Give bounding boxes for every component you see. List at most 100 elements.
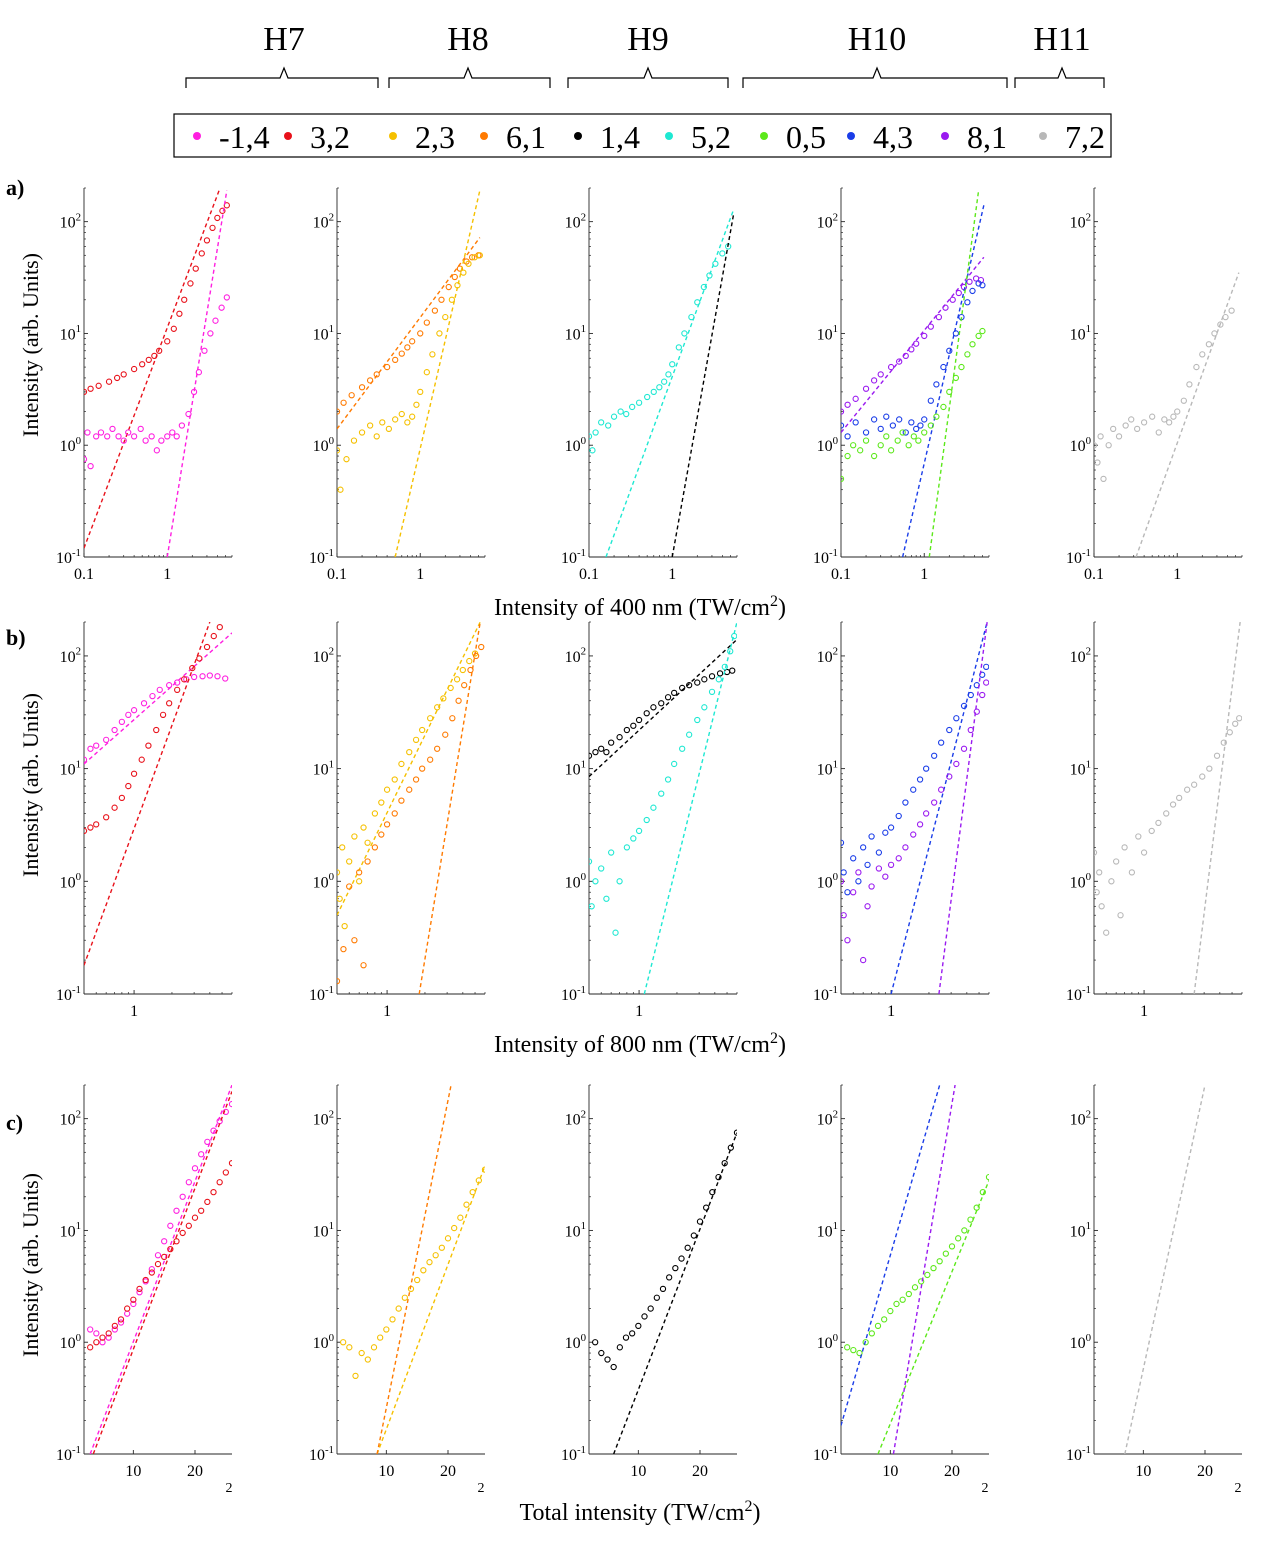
y-tick-label-base: 10	[60, 1335, 76, 1352]
y-axis-title: Intensity (arb. Units)	[18, 693, 43, 877]
data-point-3,2	[136, 1285, 143, 1293]
y-tick-label-base: 10	[817, 326, 833, 343]
data-point-4,3	[913, 425, 920, 433]
data-point-6,1	[398, 797, 405, 804]
data-point-3,2	[125, 782, 132, 790]
data-point-3,2	[187, 280, 194, 287]
data-point-7,2	[1128, 869, 1136, 876]
data-point-5,2	[635, 827, 643, 835]
data-point-5,2	[681, 330, 688, 337]
data-point-0,5	[850, 1346, 857, 1354]
data-point-3,2	[216, 624, 223, 631]
y-tick-label-exp: 2	[329, 646, 334, 658]
y-tick-label-exp: 0	[76, 435, 82, 447]
fit-line-6,1	[418, 622, 481, 994]
data-point-3,2	[142, 1276, 149, 1284]
harmonic-label-H11: H11	[1033, 21, 1090, 58]
y-tick-label-exp: 2	[833, 211, 838, 223]
data-point--1,4	[173, 1207, 180, 1214]
y-tick-label-base: 10	[60, 1112, 76, 1129]
data-point-5,2	[694, 716, 701, 724]
x-tick-label: 10	[1135, 1463, 1151, 1480]
legend-marker-5,2	[665, 132, 673, 140]
data-point-5,2	[617, 408, 624, 415]
fit-line-2,3	[376, 1165, 485, 1454]
data-point-5,2	[679, 745, 686, 752]
fit-line-1,4	[671, 212, 735, 557]
y-tick-label: 101	[817, 1220, 838, 1240]
x-tick-label: 20	[692, 1463, 708, 1480]
data-point-7,2	[1199, 773, 1206, 780]
y-tick-label: 100	[60, 435, 82, 455]
y-tick-label: 102	[817, 1108, 838, 1128]
data-point-1,4	[696, 1218, 704, 1225]
panel-data	[589, 622, 737, 994]
y-tick-label-exp: 2	[76, 211, 81, 223]
data-point-1,4	[604, 1356, 611, 1363]
data-point-2,3	[448, 296, 456, 303]
y-tick-label: 101	[1070, 758, 1091, 778]
y-tick-label-exp: 0	[581, 871, 587, 883]
y-tick-label-base: 10	[817, 874, 833, 891]
data-point-2,3	[339, 844, 346, 851]
y-tick-label-exp: 0	[329, 435, 335, 447]
y-tick-label-exp: 1	[76, 1220, 81, 1232]
data-point-0,5	[973, 1204, 980, 1211]
panel-data	[87, 1085, 232, 1454]
data-point-1,4	[701, 676, 708, 683]
data-point-8,1	[841, 408, 845, 415]
data-point-4,3	[923, 765, 930, 772]
data-point-5,2	[623, 410, 630, 418]
data-point-1,4	[616, 734, 623, 741]
y-tick-label-exp: 0	[76, 1332, 82, 1344]
x-tick-label: 20	[440, 1463, 456, 1480]
data-point-8,1	[927, 323, 934, 330]
fit-line--1,4	[89, 1085, 232, 1454]
x-axis-title-end: )	[778, 595, 786, 621]
panel-data	[592, 1129, 737, 1454]
data-point-1,4	[733, 1129, 737, 1136]
data-point--1,4	[142, 437, 149, 444]
data-point-0,5	[856, 1349, 863, 1357]
data-point-4,3	[868, 833, 875, 840]
y-tick-label-exp: 2	[329, 1108, 334, 1120]
y-tick-label-base: 10	[565, 1112, 581, 1129]
y-tick-label-base: 10	[561, 987, 577, 1004]
x-axis-title-b: Intensity of 800 nm (TW/cm2)	[494, 1030, 786, 1058]
data-point-3,2	[84, 388, 88, 396]
data-point-4,3	[960, 702, 968, 710]
data-point-3,2	[95, 382, 102, 389]
harmonic-brace-H8	[388, 66, 551, 88]
data-point--1,4	[130, 1300, 137, 1308]
panel-data	[340, 1085, 485, 1454]
y-tick-label: 102	[313, 211, 334, 231]
y-tick-label: 101	[565, 1220, 586, 1240]
legend-label-3,2: 3,2	[310, 119, 350, 155]
data-point-1,4	[592, 748, 599, 756]
data-point--1,4	[185, 410, 192, 418]
data-point--1,4	[201, 347, 208, 354]
data-point--1,4	[111, 726, 118, 734]
data-point-3,2	[118, 794, 126, 802]
data-point-3,2	[105, 378, 113, 385]
y-tick-label: 10-1	[309, 1444, 334, 1464]
data-point-8,1	[870, 377, 878, 384]
data-point-7,2	[1213, 752, 1221, 759]
row-label-b): b)	[6, 625, 26, 650]
data-point-3,2	[198, 1207, 205, 1214]
y-tick-label-exp: 0	[1086, 435, 1092, 447]
harmonic-label-H8: H8	[447, 21, 489, 58]
x-tick-label: 20	[187, 1463, 203, 1480]
y-tick-label-base: 10	[309, 550, 325, 567]
data-point-3,2	[145, 742, 152, 749]
data-point-4,3	[967, 691, 974, 699]
data-point-1,4	[589, 752, 593, 759]
data-point-0,5	[924, 1271, 931, 1279]
data-point-0,5	[942, 1250, 949, 1257]
data-point-8,1	[862, 385, 870, 392]
data-point-2,3	[442, 313, 449, 321]
data-point-4,3	[946, 726, 953, 734]
